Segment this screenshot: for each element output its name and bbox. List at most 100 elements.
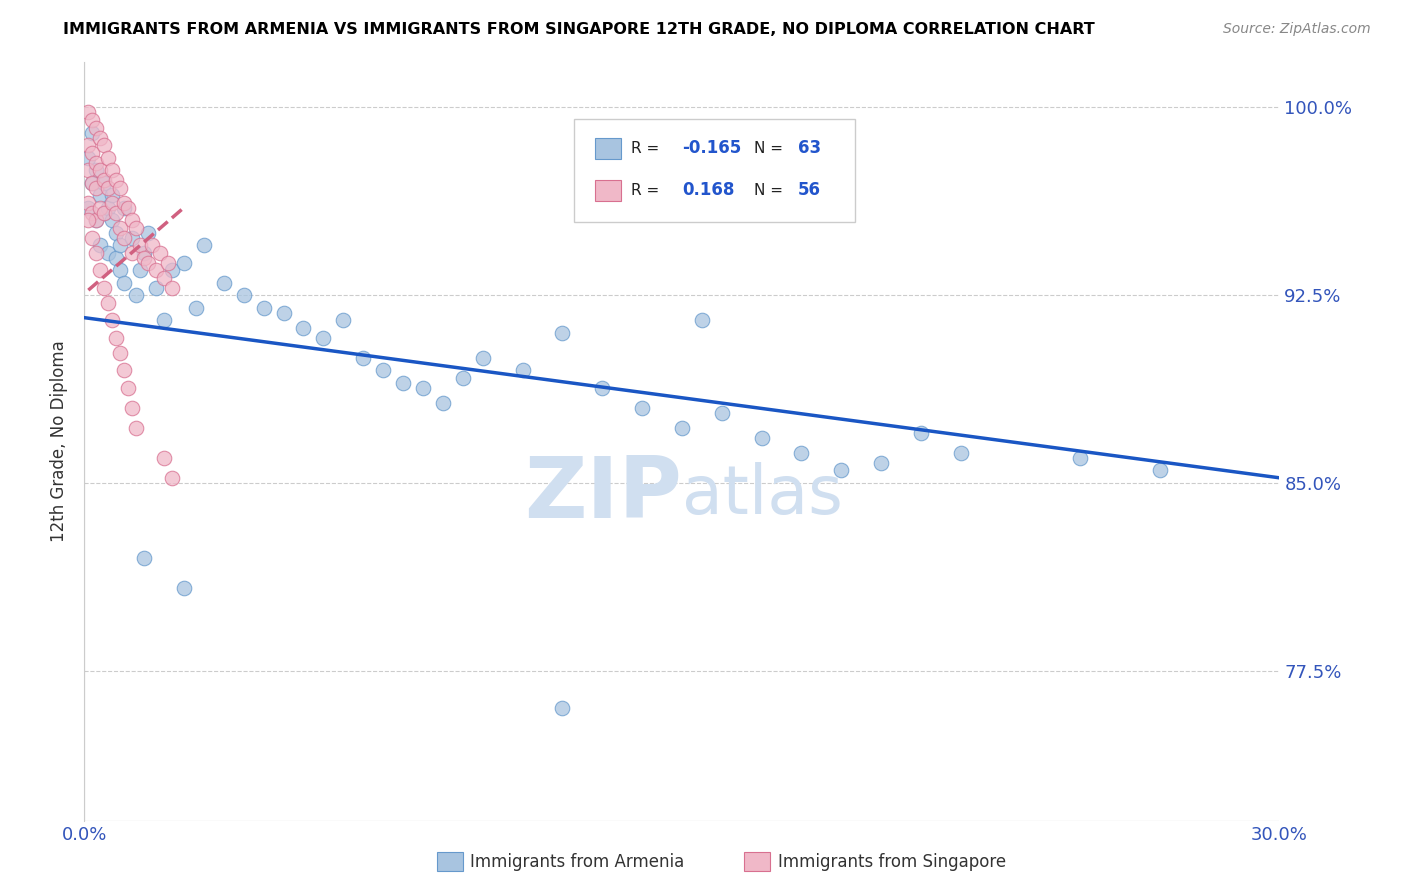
Text: Immigrants from Armenia: Immigrants from Armenia (471, 853, 685, 871)
FancyBboxPatch shape (595, 179, 621, 201)
Point (77, 201, 100, 215)
Point (690, 313, 713, 327)
Point (132, 550, 156, 565)
FancyBboxPatch shape (595, 138, 621, 159)
Point (1149, 463, 1171, 477)
Point (97, 180, 120, 194)
Point (671, 421, 693, 435)
Point (121, 230, 143, 244)
Point (136, 255, 159, 269)
Point (160, 280, 183, 294)
Point (141, 238, 163, 252)
Point (93, 205, 115, 219)
Point (101, 313, 124, 327)
Point (117, 201, 139, 215)
Point (292, 320, 315, 334)
Point (97, 201, 120, 215)
Point (89, 130, 111, 145)
Point (105, 226, 128, 240)
Point (105, 331, 128, 345)
Point (82, 113, 104, 128)
Point (830, 463, 852, 477)
Point (117, 381, 139, 395)
Point (89, 163, 111, 178)
FancyBboxPatch shape (437, 853, 463, 871)
Point (86, 155, 108, 169)
Point (193, 238, 215, 252)
Point (97, 295, 120, 310)
Text: N =: N = (754, 183, 787, 198)
Point (77, 163, 100, 178)
Point (451, 370, 474, 384)
Point (373, 363, 395, 377)
Text: ZIP: ZIP (524, 453, 682, 536)
Point (101, 163, 124, 178)
Point (86, 213, 108, 227)
Point (710, 406, 733, 420)
Point (77, 213, 100, 227)
Point (101, 213, 124, 227)
Point (432, 396, 454, 410)
Point (631, 401, 654, 415)
Point (110, 238, 132, 252)
Point (173, 255, 195, 269)
Point (132, 251, 156, 265)
Point (273, 306, 295, 320)
Point (112, 195, 135, 210)
Point (105, 173, 128, 187)
Point (392, 376, 415, 390)
Point (82, 176, 104, 190)
Point (82, 176, 104, 190)
Point (121, 401, 143, 415)
FancyBboxPatch shape (744, 853, 770, 871)
Point (112, 201, 135, 215)
Point (82, 205, 104, 219)
Point (82, 126, 104, 140)
Point (153, 313, 176, 327)
Point (77, 105, 100, 120)
Text: 0.168: 0.168 (682, 181, 734, 199)
Point (93, 205, 115, 219)
Point (129, 263, 152, 277)
Point (471, 351, 494, 365)
Point (86, 120, 108, 135)
Point (105, 251, 128, 265)
Point (110, 220, 132, 235)
Point (77, 151, 100, 165)
Point (97, 151, 120, 165)
Text: atlas: atlas (682, 462, 842, 527)
Point (89, 263, 111, 277)
Point (112, 230, 135, 244)
Point (591, 381, 613, 395)
Point (93, 280, 115, 294)
Point (89, 238, 111, 252)
Point (136, 226, 159, 240)
Text: IMMIGRANTS FROM ARMENIA VS IMMIGRANTS FROM SINGAPORE 12TH GRADE, NO DIPLOMA CORR: IMMIGRANTS FROM ARMENIA VS IMMIGRANTS FR… (63, 22, 1095, 37)
Text: 56: 56 (797, 181, 821, 199)
Point (82, 230, 104, 244)
Point (551, 326, 574, 340)
Point (184, 301, 207, 315)
Point (93, 138, 115, 153)
Point (89, 201, 111, 215)
Point (332, 313, 354, 327)
Point (512, 363, 534, 377)
Point (153, 450, 176, 465)
Point (160, 471, 183, 485)
Point (89, 188, 111, 202)
Point (157, 255, 180, 269)
Point (77, 195, 100, 210)
Point (125, 288, 148, 302)
Point (101, 188, 124, 202)
Point (160, 263, 183, 277)
Text: R =: R = (630, 141, 664, 156)
Point (97, 245, 120, 260)
Point (132, 245, 156, 260)
Point (153, 270, 176, 285)
Y-axis label: 12th Grade, No Diploma: 12th Grade, No Diploma (51, 341, 69, 542)
Point (751, 431, 773, 445)
Point (790, 446, 813, 460)
Point (910, 425, 932, 440)
Point (1069, 450, 1091, 465)
Point (105, 205, 128, 219)
